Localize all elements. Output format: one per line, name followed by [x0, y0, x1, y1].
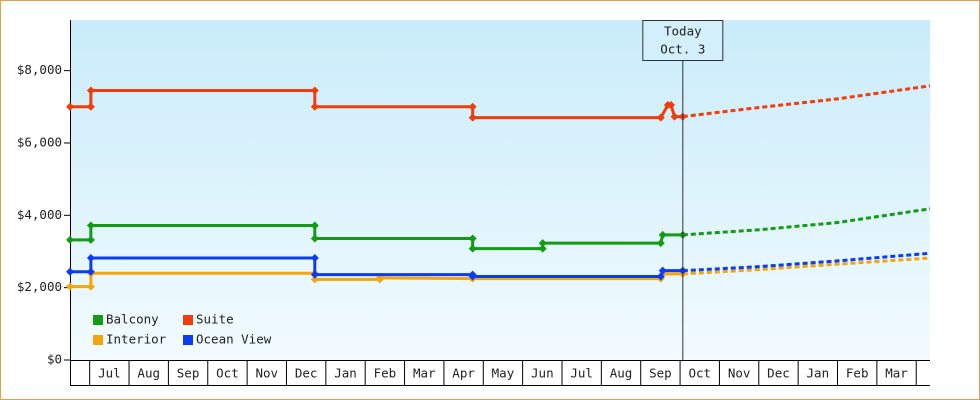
point — [468, 234, 477, 243]
point — [310, 270, 319, 279]
point — [670, 112, 679, 121]
x-tick-label: Aug — [137, 366, 160, 381]
x-tick-label: Jan — [807, 366, 830, 381]
point — [66, 282, 74, 291]
x-tick-label: Oct — [688, 366, 711, 381]
point — [538, 239, 547, 248]
x-tick-label: Aug — [610, 366, 633, 381]
point — [538, 244, 547, 253]
legend-label: Ocean View — [196, 332, 272, 347]
y-tick-label: $0 — [47, 352, 62, 367]
x-tick-label: Feb — [374, 366, 397, 381]
y-tick-label: $4,000 — [17, 207, 62, 222]
x-tick-label: Nov — [728, 366, 751, 381]
point — [86, 254, 95, 262]
point — [310, 254, 319, 262]
x-tick-label: Dec — [295, 366, 318, 381]
x-tick-label: Mar — [885, 366, 908, 381]
point — [86, 86, 95, 95]
legend-label: Balcony — [106, 312, 159, 327]
y-tick-label: $6,000 — [17, 134, 62, 149]
x-tick-label: Jul — [98, 366, 121, 381]
forecast-line — [682, 251, 931, 273]
point — [86, 221, 95, 230]
point — [667, 101, 676, 109]
point — [86, 102, 95, 111]
point — [468, 113, 477, 122]
legend-swatch — [93, 315, 103, 325]
point — [468, 102, 477, 111]
y-tick-label: $8,000 — [17, 62, 62, 77]
x-tick-label: Nov — [256, 366, 279, 381]
today-box — [642, 20, 724, 61]
point — [656, 113, 665, 122]
point — [658, 230, 667, 239]
x-tick-label: Sep — [649, 366, 672, 381]
y-tick-label: $2,000 — [17, 279, 62, 294]
point — [66, 267, 74, 276]
legend-swatch — [183, 315, 193, 325]
x-tick-label: Jan — [334, 366, 357, 381]
x-tick-label: May — [492, 366, 515, 381]
point — [310, 86, 319, 95]
point — [66, 102, 74, 111]
x-tick-label: Jun — [531, 366, 554, 381]
point — [658, 266, 667, 275]
x-tick-label: Oct — [216, 366, 239, 381]
point — [310, 221, 319, 230]
x-tick-label: Feb — [846, 366, 869, 381]
today-sublabel: Oct. 3 — [660, 42, 705, 57]
forecast-line — [682, 207, 931, 237]
x-tick-label: Jul — [570, 366, 593, 381]
legend-swatch — [183, 335, 193, 345]
point — [656, 239, 665, 248]
point — [66, 235, 74, 244]
legend-label: Suite — [196, 312, 234, 327]
point — [310, 102, 319, 111]
x-tick-label: Sep — [177, 366, 200, 381]
point — [468, 244, 477, 253]
x-tick-label: Apr — [452, 366, 475, 381]
x-tick-label: Dec — [767, 366, 790, 381]
point — [310, 234, 319, 243]
plot-area — [70, 20, 930, 360]
point — [86, 235, 95, 244]
today-label: Today — [664, 24, 702, 39]
point — [86, 282, 95, 291]
point — [468, 272, 477, 281]
forecast-line — [682, 84, 931, 119]
legend-swatch — [93, 335, 103, 345]
point — [86, 267, 95, 276]
point — [310, 275, 319, 284]
forecast-line — [682, 256, 931, 276]
x-tick-label: Mar — [413, 366, 436, 381]
legend-label: Interior — [106, 332, 167, 347]
